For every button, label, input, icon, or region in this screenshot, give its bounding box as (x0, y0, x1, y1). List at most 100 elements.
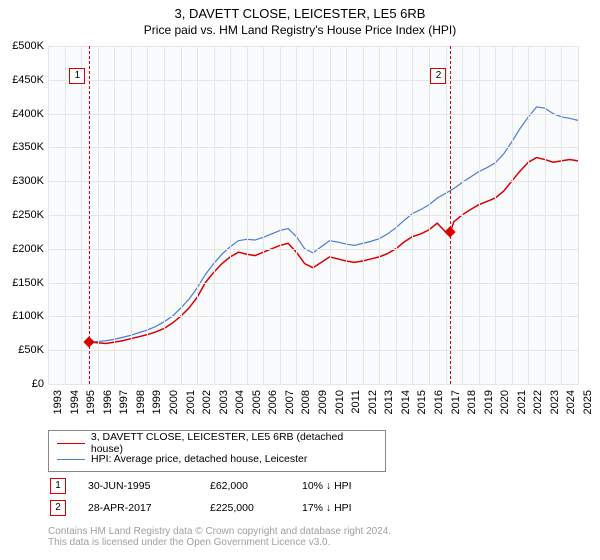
sale-marker-box: 2 (430, 68, 446, 84)
y-axis-label: £200K (2, 243, 44, 255)
x-axis-label: 2000 (168, 390, 180, 414)
sale-price: £225,000 (210, 502, 280, 514)
series-line-blue (89, 107, 578, 342)
gridline-v (363, 46, 364, 384)
x-axis-label: 2020 (499, 390, 511, 414)
gridline-v (131, 46, 132, 384)
legend-swatch-red (57, 443, 85, 444)
x-axis-label: 2006 (267, 390, 279, 414)
gridline-v (230, 46, 231, 384)
y-axis-label: £400K (2, 108, 44, 120)
y-axis-label: £300K (2, 175, 44, 187)
chart-subtitle: Price paid vs. HM Land Registry's House … (0, 21, 600, 41)
y-axis-label: £500K (2, 40, 44, 52)
x-axis-label: 2011 (350, 390, 362, 414)
sale-row: 228-APR-2017£225,00017% ↓ HPI (48, 500, 578, 516)
gridline-v (545, 46, 546, 384)
y-axis-label: £150K (2, 277, 44, 289)
x-axis-label: 2023 (549, 390, 561, 414)
gridline-v (214, 46, 215, 384)
x-axis-label: 1998 (135, 390, 147, 414)
y-axis-label: £100K (2, 310, 44, 322)
gridline-v (197, 46, 198, 384)
x-axis-label: 2013 (383, 390, 395, 414)
gridline-v (446, 46, 447, 384)
x-axis-label: 2012 (367, 390, 379, 414)
x-axis-label: 2016 (433, 390, 445, 414)
legend-row: 3, DAVETT CLOSE, LEICESTER, LE5 6RB (det… (57, 435, 377, 451)
y-axis-label: £350K (2, 141, 44, 153)
x-axis-label: 2008 (300, 390, 312, 414)
sale-price: £62,000 (210, 480, 280, 492)
footnote: Contains HM Land Registry data © Crown c… (48, 526, 578, 548)
sale-pct: 10% ↓ HPI (302, 480, 352, 492)
sale-row-marker: 1 (50, 478, 66, 494)
sale-date: 28-APR-2017 (88, 502, 188, 514)
x-axis-label: 2025 (582, 390, 594, 414)
x-axis-label: 2005 (251, 390, 263, 414)
gridline-v (495, 46, 496, 384)
gridline-v (181, 46, 182, 384)
x-axis-label: 2019 (483, 390, 495, 414)
x-axis-label: 2004 (234, 390, 246, 414)
sale-marker-line (89, 46, 90, 384)
x-axis-label: 1995 (85, 390, 97, 414)
gridline-v (147, 46, 148, 384)
gridline-v (528, 46, 529, 384)
legend-label: HPI: Average price, detached house, Leic… (91, 453, 307, 465)
sale-pct: 17% ↓ HPI (302, 502, 352, 514)
gridline-v (280, 46, 281, 384)
gridline-v (412, 46, 413, 384)
sale-date: 30-JUN-1995 (88, 480, 188, 492)
sale-marker-line (450, 46, 451, 384)
gridline-v (247, 46, 248, 384)
legend-label: 3, DAVETT CLOSE, LEICESTER, LE5 6RB (det… (91, 431, 377, 455)
plot-area: 12 (48, 46, 578, 385)
gridline-v (379, 46, 380, 384)
gridline-v (346, 46, 347, 384)
gridline-v (81, 46, 82, 384)
footnote-line: Contains HM Land Registry data © Crown c… (48, 526, 578, 537)
x-axis-label: 1997 (118, 390, 130, 414)
legend-swatch-blue (57, 459, 85, 460)
gridline-v (578, 46, 579, 384)
y-axis-label: £250K (2, 209, 44, 221)
gridline-v (164, 46, 165, 384)
x-axis-label: 1999 (151, 390, 163, 414)
legend-area: 3, DAVETT CLOSE, LEICESTER, LE5 6RB (det… (48, 430, 578, 548)
x-axis-label: 2014 (400, 390, 412, 414)
gridline-v (561, 46, 562, 384)
x-axis-label: 2002 (201, 390, 213, 414)
x-axis-label: 2015 (416, 390, 428, 414)
x-axis-label: 2022 (532, 390, 544, 414)
x-axis-label: 2021 (516, 390, 528, 414)
sale-marker-box: 1 (69, 68, 85, 84)
x-axis-label: 1993 (52, 390, 64, 414)
y-axis-label: £50K (2, 344, 44, 356)
y-axis-label: £0 (2, 378, 44, 390)
gridline-v (330, 46, 331, 384)
legend-box: 3, DAVETT CLOSE, LEICESTER, LE5 6RB (det… (48, 430, 386, 472)
x-axis-label: 1996 (102, 390, 114, 414)
gridline-v (429, 46, 430, 384)
footnote-line: This data is licensed under the Open Gov… (48, 537, 578, 548)
chart-title: 3, DAVETT CLOSE, LEICESTER, LE5 6RB (0, 0, 600, 21)
chart-container: 3, DAVETT CLOSE, LEICESTER, LE5 6RB Pric… (0, 0, 600, 560)
gridline-v (98, 46, 99, 384)
x-axis-label: 2017 (450, 390, 462, 414)
x-axis-label: 2009 (317, 390, 329, 414)
gridline-v (462, 46, 463, 384)
x-axis-label: 2024 (565, 390, 577, 414)
x-axis-label: 2018 (466, 390, 478, 414)
gridline-v (263, 46, 264, 384)
gridline-v (48, 46, 49, 384)
x-axis-label: 2001 (185, 390, 197, 414)
x-axis-label: 2010 (334, 390, 346, 414)
gridline-v (65, 46, 66, 384)
y-axis-label: £450K (2, 74, 44, 86)
gridline-h (48, 384, 578, 385)
gridline-v (296, 46, 297, 384)
gridline-v (396, 46, 397, 384)
gridline-v (479, 46, 480, 384)
sale-row: 1 30-JUN-1995 £62,000 10% ↓ HPI (48, 478, 578, 494)
